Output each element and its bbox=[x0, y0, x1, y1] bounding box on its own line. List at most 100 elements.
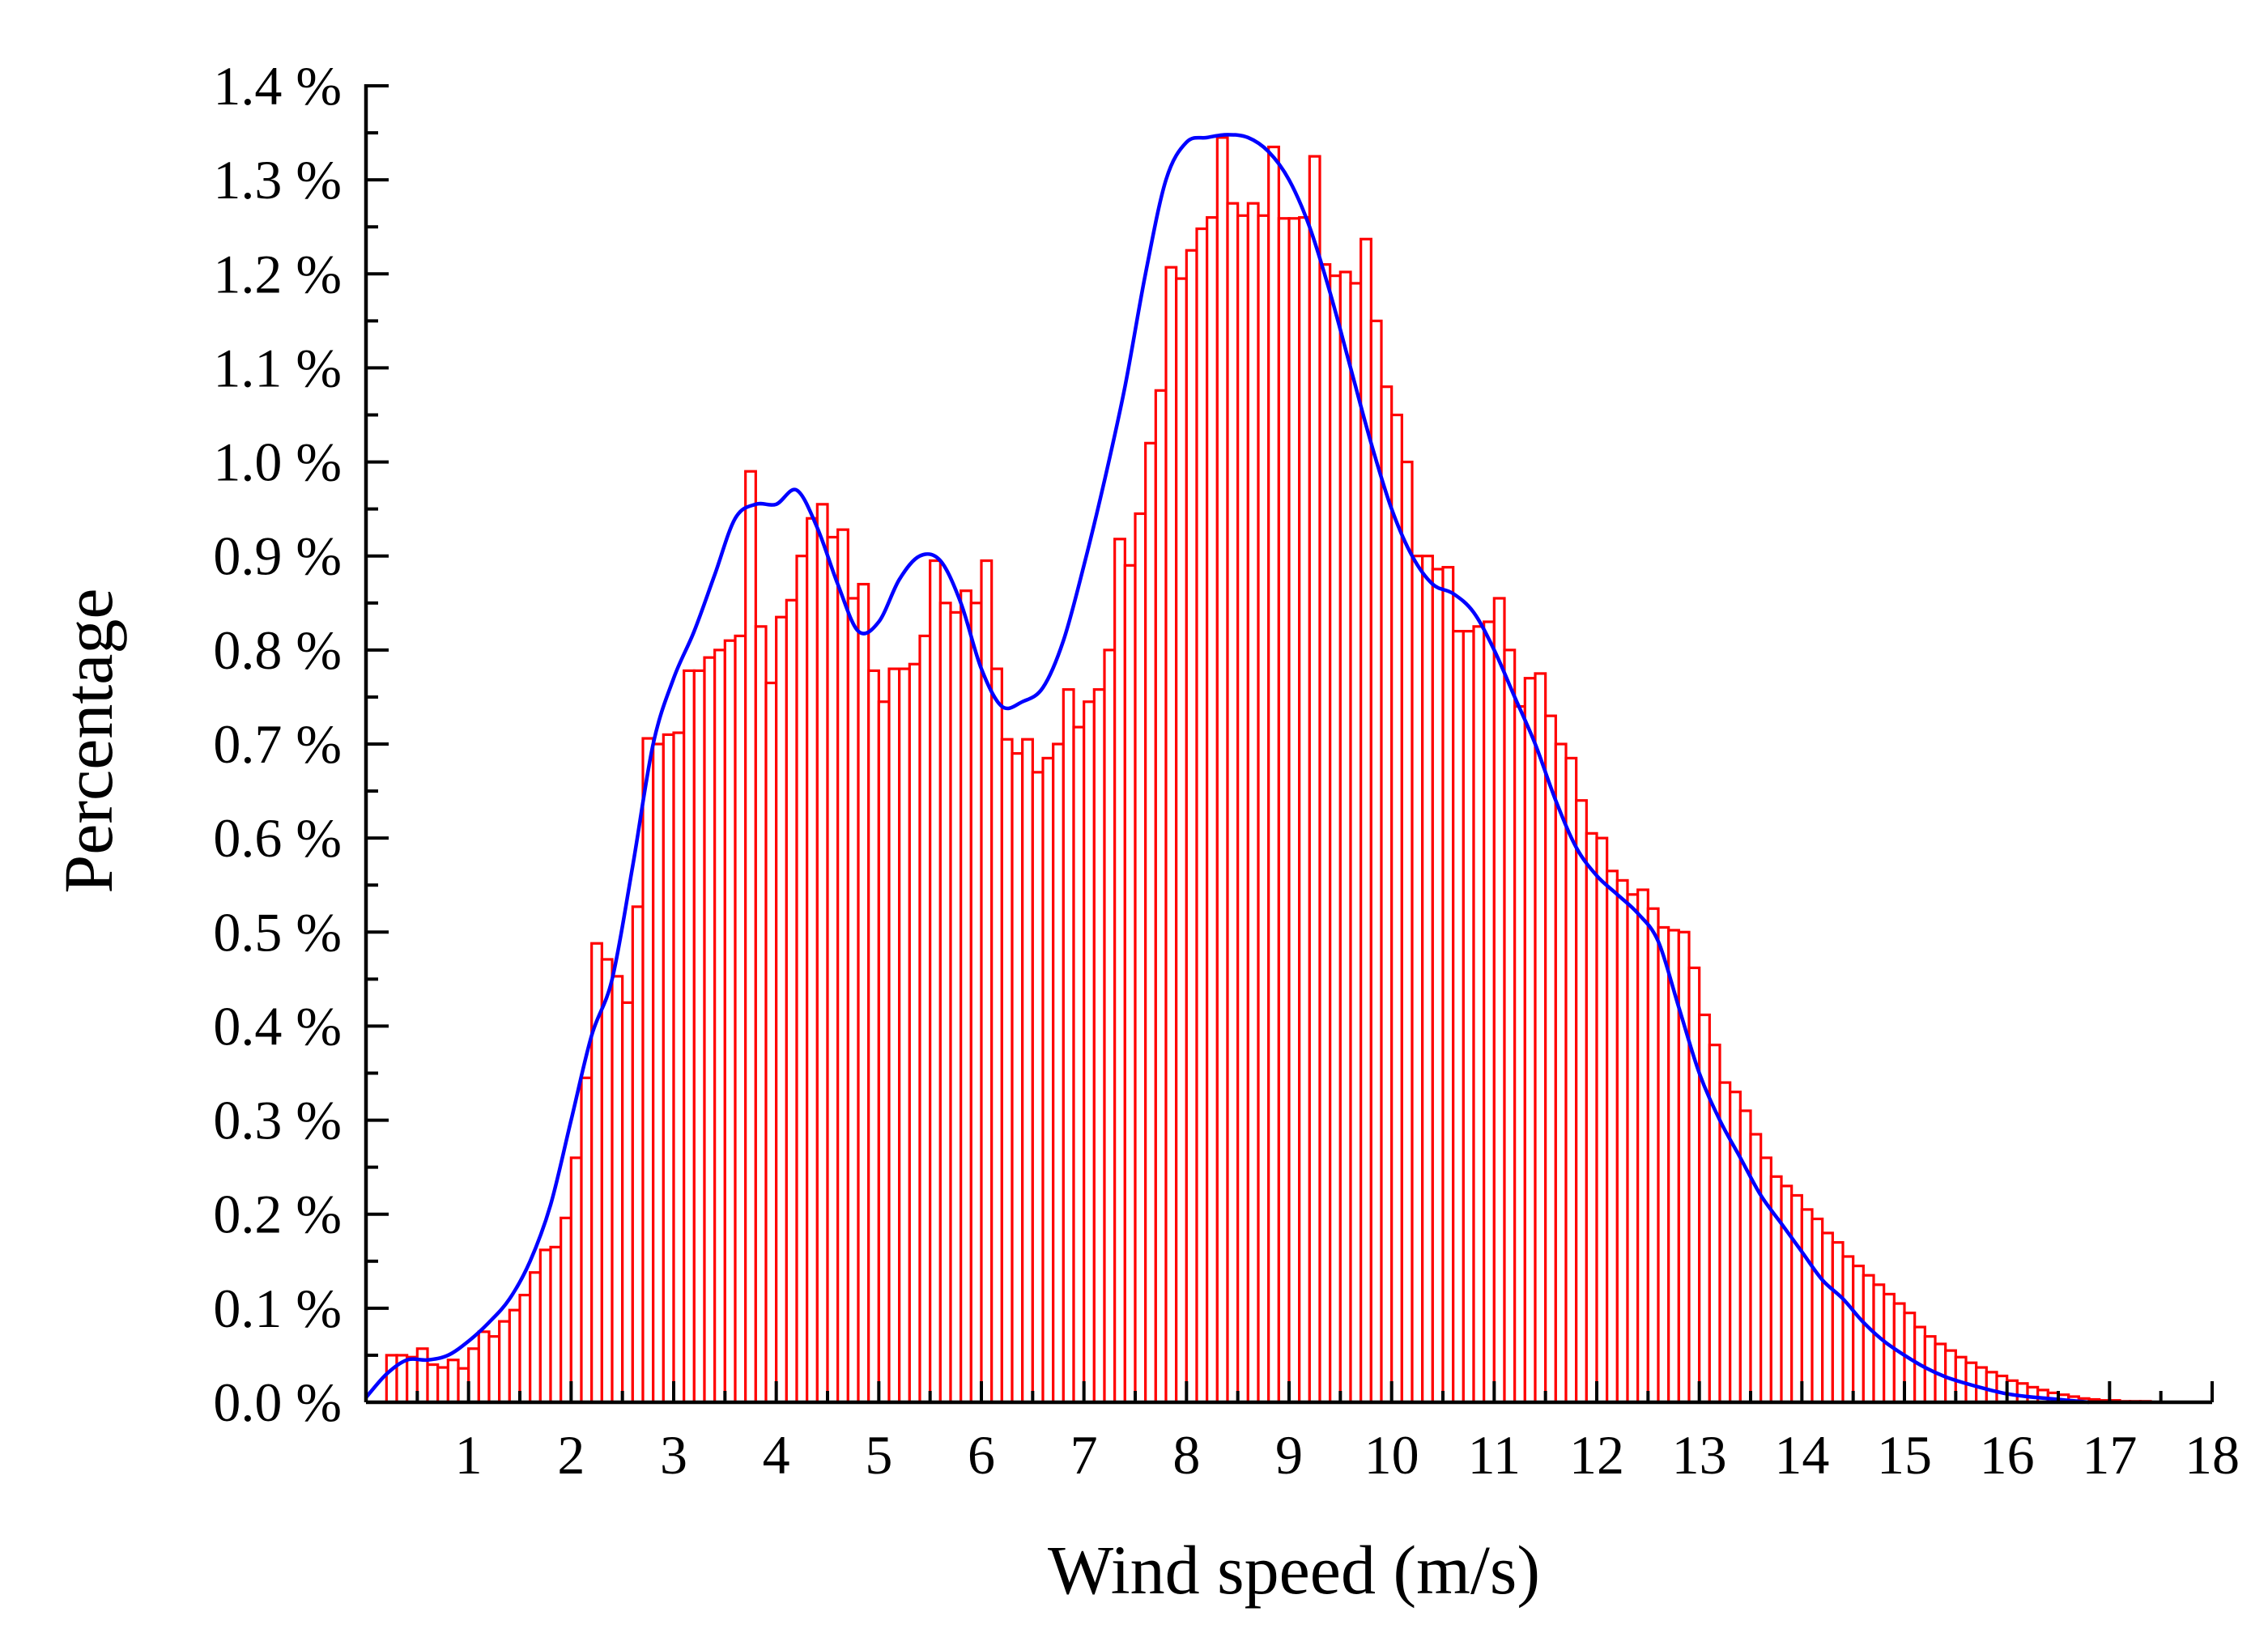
histogram-bar bbox=[1113, 538, 1126, 1404]
y-tick-label: 0.8 % bbox=[213, 619, 342, 681]
histogram-bar bbox=[446, 1359, 460, 1404]
histogram-bar bbox=[713, 649, 726, 1404]
histogram-bar bbox=[487, 1335, 501, 1404]
histogram-bar bbox=[1975, 1366, 1988, 1404]
histogram-bar bbox=[1790, 1193, 1803, 1404]
histogram-bar bbox=[385, 1354, 398, 1404]
histogram-bar bbox=[1011, 752, 1024, 1404]
histogram-bars bbox=[385, 136, 2152, 1404]
histogram-bar bbox=[1554, 742, 1568, 1404]
histogram-bar bbox=[1329, 274, 1342, 1404]
x-axis-title: Wind speed (m/s) bbox=[1048, 1531, 1540, 1609]
histogram-bar bbox=[662, 733, 675, 1404]
histogram-bar bbox=[1687, 966, 1701, 1404]
histogram-bar bbox=[1513, 704, 1526, 1404]
x-tick-label: 9 bbox=[1275, 1424, 1303, 1486]
histogram-bar bbox=[1595, 836, 1609, 1404]
histogram-bar bbox=[1800, 1208, 1814, 1404]
histogram-bar bbox=[867, 669, 880, 1404]
histogram-bar bbox=[1369, 319, 1383, 1404]
histogram-bar bbox=[1985, 1371, 1998, 1404]
histogram-bar bbox=[1164, 266, 1178, 1404]
histogram-bar bbox=[1729, 1091, 1742, 1404]
histogram-bar bbox=[960, 589, 972, 1404]
x-tick-label: 11 bbox=[1468, 1424, 1521, 1486]
histogram-bar bbox=[1134, 512, 1147, 1404]
histogram-bar bbox=[477, 1330, 491, 1404]
histogram-bar bbox=[1062, 688, 1075, 1404]
histogram-bar bbox=[744, 470, 757, 1404]
histogram-bar bbox=[580, 1076, 594, 1404]
histogram-bar bbox=[1821, 1231, 1834, 1404]
histogram-bar bbox=[1636, 888, 1649, 1404]
histogram-bar bbox=[1872, 1283, 1886, 1404]
histogram-bar bbox=[1144, 441, 1157, 1404]
axes bbox=[364, 84, 2214, 1405]
x-tick-label: 10 bbox=[1364, 1424, 1419, 1486]
histogram-bar bbox=[1462, 630, 1475, 1404]
x-tick-label: 4 bbox=[763, 1424, 790, 1486]
histogram-bar bbox=[1287, 217, 1301, 1404]
histogram-bar bbox=[1492, 597, 1506, 1404]
histogram-bar bbox=[1523, 677, 1537, 1404]
histogram-bar bbox=[1390, 413, 1403, 1404]
histogram-bar bbox=[1021, 738, 1034, 1404]
y-axis-title: Percentage bbox=[49, 588, 127, 893]
histogram-bar bbox=[1472, 625, 1486, 1404]
histogram-bar bbox=[1175, 277, 1188, 1404]
x-tick-label: 5 bbox=[865, 1424, 892, 1486]
density-curve-layer bbox=[364, 133, 2090, 1405]
y-tick-label: 0.0 % bbox=[213, 1371, 342, 1433]
histogram-bar bbox=[1503, 649, 1517, 1404]
y-tick-label: 1.3 % bbox=[213, 149, 342, 211]
histogram-bar bbox=[1031, 771, 1045, 1404]
histogram-bar bbox=[692, 669, 706, 1404]
histogram-bar bbox=[969, 602, 983, 1404]
y-tick-label: 0.1 % bbox=[213, 1278, 342, 1339]
x-tick-label: 18 bbox=[2185, 1424, 2240, 1486]
histogram-bar bbox=[1246, 202, 1260, 1404]
histogram-bar bbox=[1041, 756, 1055, 1404]
histogram-bar bbox=[1544, 714, 1557, 1404]
histogram-bar bbox=[877, 700, 891, 1404]
histogram-bar bbox=[641, 737, 655, 1404]
histogram-bar bbox=[826, 535, 840, 1404]
histogram-bar bbox=[1575, 799, 1588, 1404]
x-tick-label: 1 bbox=[455, 1424, 483, 1486]
y-tick-label: 0.6 % bbox=[213, 807, 342, 869]
histogram-bar bbox=[836, 528, 849, 1404]
histogram-bar bbox=[795, 555, 809, 1404]
histogram-bar bbox=[1615, 878, 1629, 1404]
histogram-bar bbox=[672, 731, 686, 1404]
histogram-bar bbox=[908, 662, 921, 1404]
histogram-bar bbox=[569, 1156, 583, 1404]
histogram-bar bbox=[2026, 1385, 2040, 1404]
histogram-bar bbox=[436, 1366, 449, 1404]
histogram-bar bbox=[1380, 385, 1394, 1404]
y-tick-label: 0.3 % bbox=[213, 1090, 342, 1151]
histogram-bar bbox=[1677, 930, 1691, 1404]
histogram-bar bbox=[990, 667, 1003, 1404]
histogram-bar bbox=[815, 503, 829, 1404]
histogram-bar bbox=[723, 639, 737, 1404]
histogram-bar bbox=[549, 1245, 563, 1404]
histogram-bar bbox=[426, 1363, 440, 1404]
y-tick-label: 0.4 % bbox=[213, 995, 342, 1057]
y-tick-label: 0.7 % bbox=[213, 713, 342, 775]
histogram-bar bbox=[1811, 1217, 1824, 1404]
histogram-bar bbox=[1841, 1255, 1855, 1404]
x-tick-label: 7 bbox=[1070, 1424, 1098, 1486]
x-tick-label: 17 bbox=[2082, 1424, 2137, 1486]
x-tick-label: 3 bbox=[660, 1424, 687, 1486]
histogram-bar bbox=[1606, 870, 1619, 1404]
histogram-bar bbox=[846, 597, 860, 1404]
histogram-bar bbox=[2015, 1382, 2029, 1404]
histogram-bar bbox=[734, 634, 747, 1404]
histogram-bar bbox=[1215, 136, 1229, 1404]
histogram-bar bbox=[1154, 389, 1168, 1404]
x-tick-label: 13 bbox=[1672, 1424, 1727, 1486]
histogram-bar bbox=[918, 634, 932, 1404]
histogram-bar bbox=[1852, 1264, 1865, 1404]
histogram-bar bbox=[764, 681, 778, 1404]
